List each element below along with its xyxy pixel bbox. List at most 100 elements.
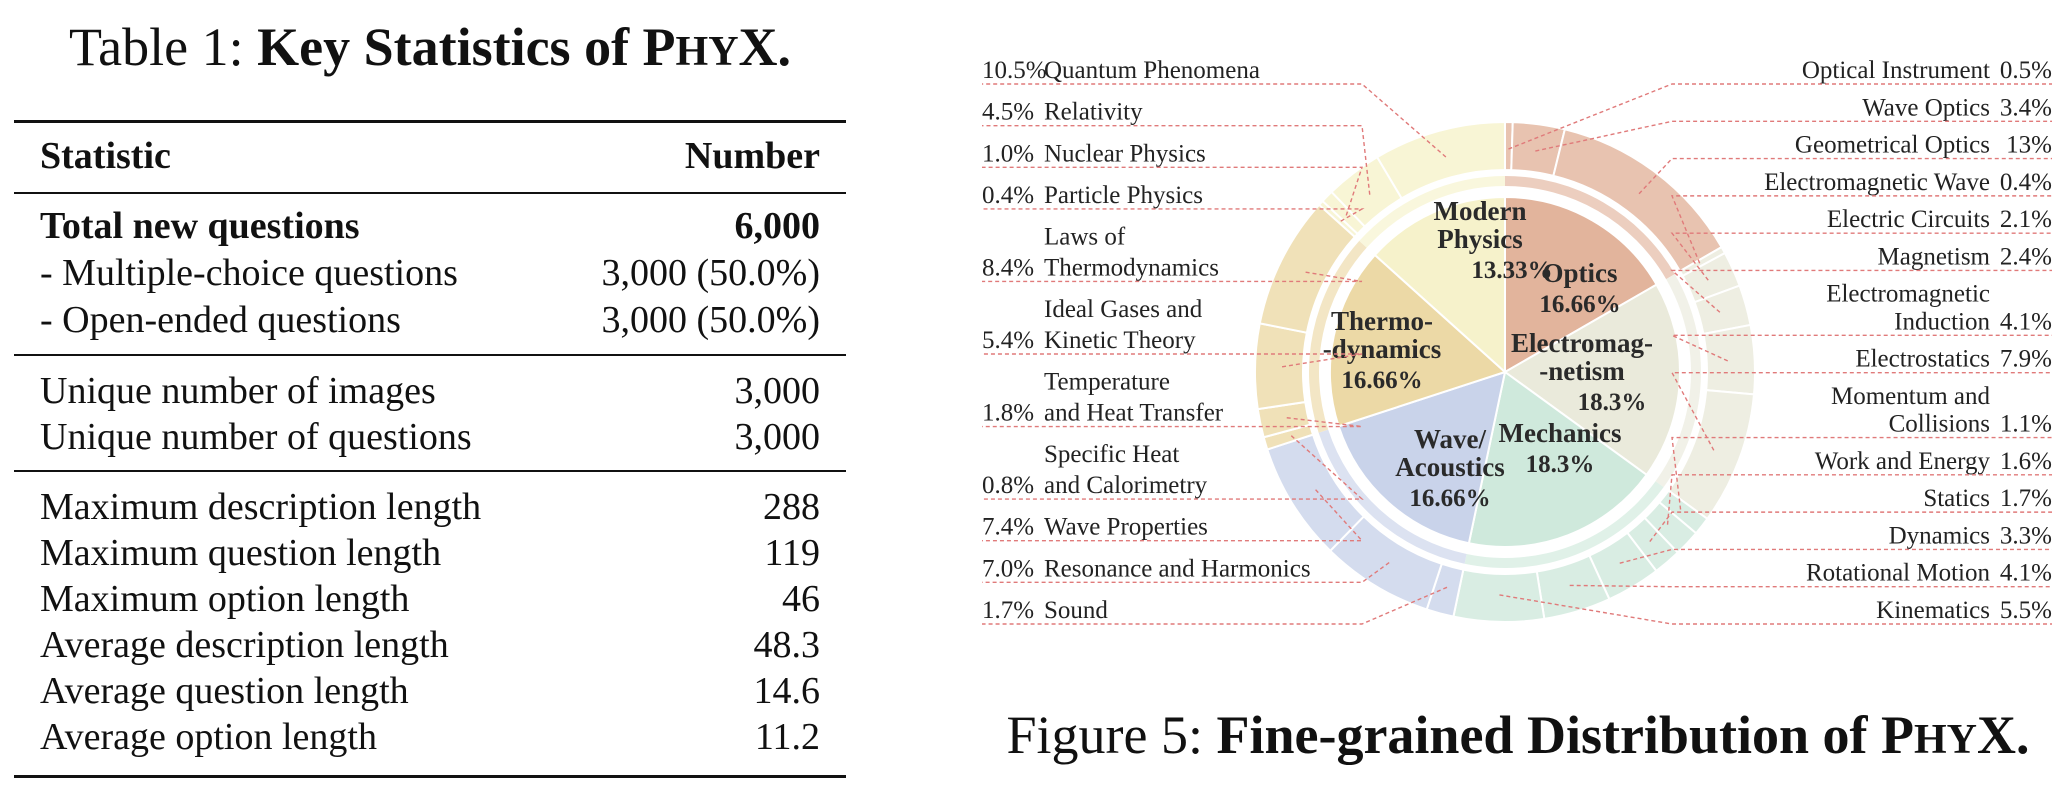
outer-label-17-line-0: Specific Heat bbox=[1044, 441, 1179, 468]
outer-sector-19 bbox=[1254, 322, 1309, 411]
outer-pct-13: 5.5% bbox=[2000, 597, 2052, 624]
inner-label-3-line-0: Wave/ bbox=[1414, 424, 1486, 454]
outer-pct-21: 0.4% bbox=[982, 182, 1034, 209]
leader-line-24 bbox=[982, 83, 1447, 158]
row-label: Maximum question length bbox=[40, 532, 442, 574]
inner-label-4-line-1: -dynamics bbox=[1323, 334, 1442, 364]
row-label: Maximum description length bbox=[40, 486, 482, 528]
inner-pct-3: 16.66% bbox=[1409, 485, 1490, 512]
table-row: Average option length 11.2 bbox=[40, 714, 820, 760]
outer-pct-3: 0.4% bbox=[2000, 169, 2052, 196]
outer-pct-17: 0.8% bbox=[982, 472, 1034, 499]
outer-label-24-line-0: Quantum Phenomena bbox=[1044, 57, 1260, 84]
table-row: Average question length 14.6 bbox=[40, 668, 820, 714]
outer-label-13-line-0: Kinematics bbox=[1876, 597, 1990, 624]
band-arc-3 bbox=[1318, 429, 1467, 564]
outer-label-4-line-0: Electric Circuits bbox=[1827, 206, 1990, 233]
outer-pct-8: 1.1% bbox=[2000, 411, 2052, 438]
table-row: Maximum description length 288 bbox=[40, 484, 820, 530]
leader-line-19 bbox=[982, 353, 1363, 368]
inner-sector-4 bbox=[1329, 253, 1507, 428]
row-value: 3,000 bbox=[734, 416, 821, 458]
inner-sector-5 bbox=[1373, 195, 1506, 375]
outer-label-3-line-0: Electromagnetic Wave bbox=[1764, 169, 1990, 196]
table-row: Maximum question length 119 bbox=[40, 530, 820, 576]
outer-pct-23: 4.5% bbox=[982, 99, 1034, 126]
leader-line-20 bbox=[982, 271, 1363, 283]
band-arc-4 bbox=[1309, 240, 1367, 433]
row-value: 46 bbox=[782, 578, 820, 620]
figure-caption: Figure 5: Fine-grained Distribution of P… bbox=[980, 700, 2056, 775]
figure-caption-title: Fine-grained Distribution of bbox=[1216, 705, 1881, 765]
outer-label-1-line-0: Wave Optics bbox=[1862, 94, 1990, 121]
outer-label-2-line-0: Geometrical Optics bbox=[1795, 132, 1990, 159]
inner-label-1-line-0: Electromag- bbox=[1511, 328, 1653, 358]
row-label: - Multiple-choice questions bbox=[40, 252, 458, 294]
outer-pct-6: 4.1% bbox=[2000, 308, 2052, 335]
outer-label-9-line-0: Work and Energy bbox=[1815, 448, 1991, 475]
row-value: 3,000 (50.0%) bbox=[601, 252, 820, 294]
row-label: Maximum option length bbox=[40, 578, 410, 620]
leader-line-18 bbox=[982, 417, 1363, 428]
outer-label-16-line-0: Wave Properties bbox=[1044, 514, 1208, 541]
outer-label-14-line-0: Sound bbox=[1044, 597, 1108, 624]
table-row: Unique number of images 3,000 bbox=[40, 368, 820, 414]
outer-label-6-line-0: Electromagnetic bbox=[1826, 281, 1990, 308]
leader-line-7 bbox=[1670, 371, 2052, 451]
row-label: Average question length bbox=[40, 670, 409, 712]
row-value: 288 bbox=[763, 486, 820, 528]
outer-label-6-line-1: Induction bbox=[1894, 308, 1990, 335]
outer-pct-5: 2.4% bbox=[2000, 243, 2052, 270]
table-caption: Table 1: Key Statistics of PHYX. bbox=[0, 12, 860, 87]
leader-line-10 bbox=[1649, 511, 2052, 542]
table-section-rule bbox=[14, 470, 846, 472]
figure-caption-name-p: P bbox=[1881, 705, 1914, 765]
table-section-rule bbox=[14, 354, 846, 356]
row-value: 48.3 bbox=[753, 624, 821, 666]
leader-line-13 bbox=[1499, 594, 2052, 625]
outer-pct-0: 0.5% bbox=[2000, 57, 2052, 84]
table-caption-prefix: Table 1: bbox=[68, 17, 244, 77]
row-value: 6,000 bbox=[734, 205, 821, 247]
outer-pct-24: 10.5% bbox=[982, 57, 1047, 84]
row-label: Average option length bbox=[40, 716, 377, 758]
row-value: 3,000 (50.0%) bbox=[601, 299, 820, 341]
outer-label-23-line-0: Relativity bbox=[1044, 99, 1143, 126]
row-label: Unique number of images bbox=[40, 370, 436, 412]
outer-label-19-line-1: Kinetic Theory bbox=[1044, 327, 1196, 354]
inner-label-5-line-1: Physics bbox=[1437, 224, 1523, 254]
inner-sector-2 bbox=[1467, 370, 1649, 548]
outer-label-20-line-1: Thermodynamics bbox=[1044, 254, 1219, 281]
table-caption-title: Key Statistics of bbox=[257, 17, 643, 77]
band-arc-5 bbox=[1359, 176, 1505, 248]
inner-pct-2: 18.3% bbox=[1526, 451, 1595, 478]
table-row: - Open-ended questions 3,000 (50.0%) bbox=[40, 297, 820, 343]
table-caption-name-x: X. bbox=[738, 17, 792, 77]
leader-line-1 bbox=[1535, 120, 2052, 152]
outer-label-5-line-0: Magnetism bbox=[1878, 243, 1991, 270]
outer-label-8-line-0: Momentum and bbox=[1831, 383, 1991, 410]
leader-line-9 bbox=[1666, 474, 2052, 525]
outer-sector-13 bbox=[1452, 568, 1546, 623]
leader-line-2 bbox=[1638, 157, 2052, 195]
outer-label-20-line-0: Laws of bbox=[1044, 224, 1126, 251]
outer-pct-1: 3.4% bbox=[2000, 94, 2052, 121]
outer-pct-9: 1.6% bbox=[2000, 448, 2052, 475]
band-arc-1 bbox=[1655, 274, 1701, 488]
header-statistic: Statistic bbox=[40, 135, 171, 177]
inner-pct-4: 16.66% bbox=[1341, 367, 1422, 394]
row-label: - Open-ended questions bbox=[40, 299, 401, 341]
outer-label-12-line-0: Rotational Motion bbox=[1806, 560, 1991, 587]
figure-caption-name-hy: HY bbox=[1914, 717, 1977, 763]
figure-caption-name-x: X. bbox=[1977, 705, 2030, 765]
band-arc-2 bbox=[1464, 481, 1664, 568]
outer-label-11-line-0: Dynamics bbox=[1889, 522, 1990, 549]
donut-chart: Optics16.66%Electromag--netism18.3%Mecha… bbox=[982, 57, 2052, 625]
table-row: Total new questions 6,000 bbox=[40, 203, 820, 249]
table-bottom-rule bbox=[14, 775, 846, 778]
band-arc-0 bbox=[1505, 176, 1675, 280]
outer-pct-19: 5.4% bbox=[982, 327, 1034, 354]
table-row: Maximum option length 46 bbox=[40, 576, 820, 622]
row-value: 3,000 bbox=[734, 370, 821, 412]
outer-pct-22: 1.0% bbox=[982, 140, 1034, 167]
